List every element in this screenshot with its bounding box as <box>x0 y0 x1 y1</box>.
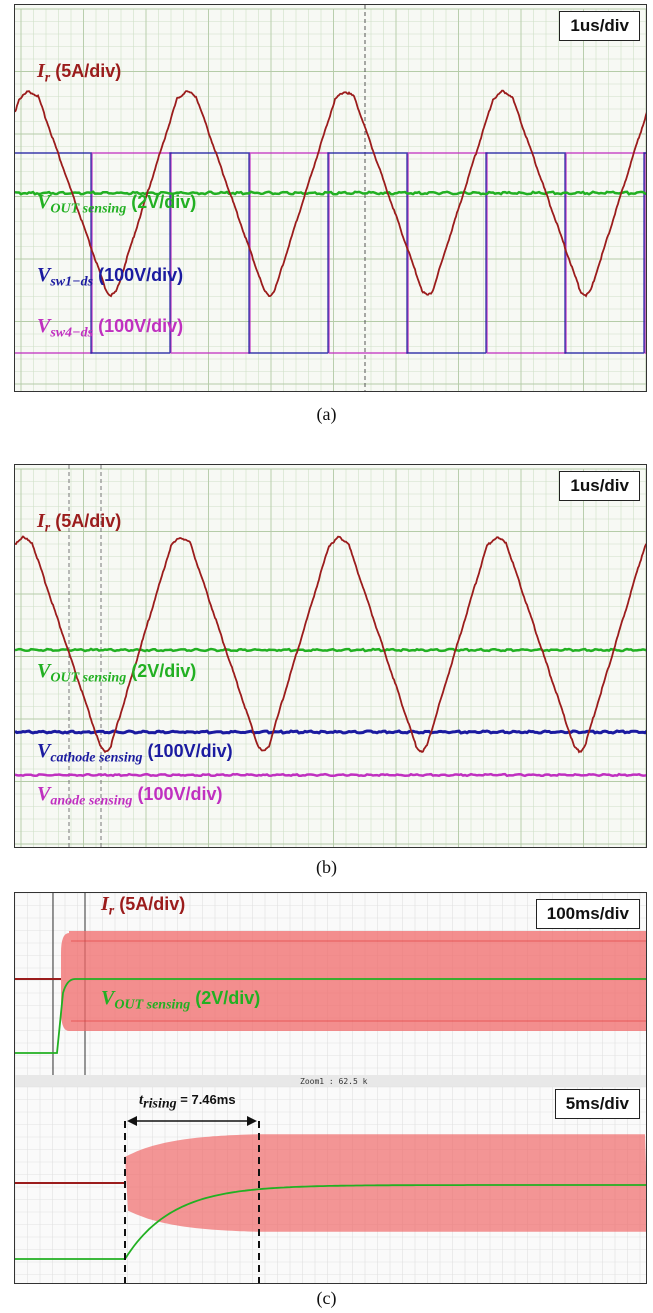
label-vsw4-a: Vsw4−ds (100V/div) <box>37 315 184 341</box>
vout-trace-bottom <box>15 1184 646 1260</box>
panel-a: 1us/div Ir (5A/div) VOUT sensing (2V/div… <box>14 4 647 392</box>
label-vsw1-a: Vsw1−ds (100V/div) <box>37 264 184 290</box>
label-ir-c: Ir (5A/div) <box>101 893 186 919</box>
panel-b-plot <box>15 465 646 847</box>
panel-c-plot <box>15 893 646 1283</box>
zoom-readout: Zoom1 : 62.5 k <box>300 1077 368 1086</box>
vout-trace <box>15 190 646 196</box>
label-ir-b: Ir (5A/div) <box>37 510 122 536</box>
ir-envelope-bottom <box>125 1134 646 1232</box>
panel-c-timebase-top: 100ms/div <box>535 899 640 929</box>
ir-envelope-top <box>61 931 646 1031</box>
caption-c: (c) <box>316 1288 337 1308</box>
label-vcath-b: Vcathode sensing (100V/div) <box>37 740 233 766</box>
grid-major <box>15 468 646 847</box>
label-ir-a: Ir (5A/div) <box>37 60 122 86</box>
panel-a-plot <box>15 5 646 391</box>
panel-b: 1us/div Ir (5A/div) VOUT sensing (2V/div… <box>14 464 647 848</box>
label-vout-b: VOUT sensing (2V/div) <box>37 660 197 686</box>
caption-a: (a) <box>316 404 337 424</box>
label-vout-a: VOUT sensing (2V/div) <box>37 191 197 217</box>
vcathode-trace <box>15 729 646 735</box>
label-vout-c: VOUT sensing (2V/div) <box>101 987 261 1013</box>
grid-major <box>15 8 646 391</box>
ir-trace <box>15 89 646 298</box>
panel-c: 100ms/div 5ms/div Ir (5A/div) VOUT sensi… <box>14 892 647 1284</box>
label-vanode-b: Vanode sensing (100V/div) <box>37 783 223 809</box>
vout-trace-top <box>15 978 646 1054</box>
zoom-separator <box>15 1075 646 1087</box>
vsw1-trace <box>15 152 646 354</box>
ir-trace <box>15 535 646 754</box>
caption-b: (b) <box>316 857 337 877</box>
panel-c-timebase-bottom: 5ms/div <box>554 1089 640 1119</box>
panel-b-timebase: 1us/div <box>559 471 640 501</box>
vout-trace <box>15 647 646 653</box>
t-rising-annotation: trising = 7.46ms <box>139 1092 236 1112</box>
vanode-trace <box>15 772 646 778</box>
ir-envelope-top-edge <box>71 940 646 1022</box>
panel-a-timebase: 1us/div <box>559 11 640 41</box>
